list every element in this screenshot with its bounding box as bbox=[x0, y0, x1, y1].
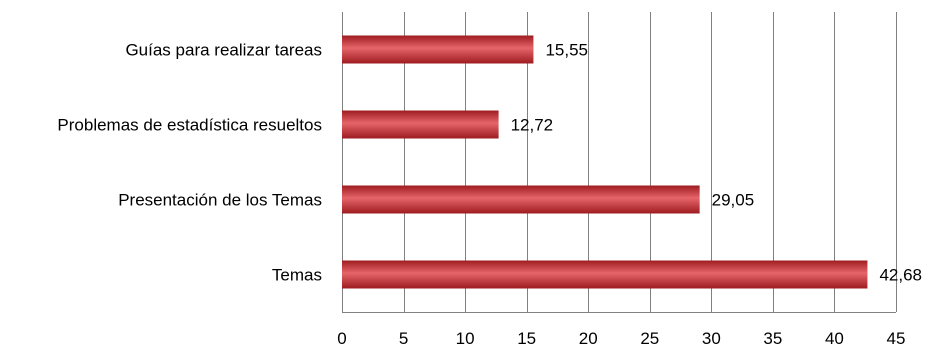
y-category-label: Problemas de estadística resueltos bbox=[57, 116, 322, 135]
data-label: 15,55 bbox=[545, 41, 588, 60]
x-tick-label: 15 bbox=[517, 329, 536, 348]
x-tick-label: 20 bbox=[579, 329, 598, 348]
bar bbox=[342, 185, 700, 214]
y-category-label: Presentación de los Temas bbox=[118, 191, 322, 210]
bar bbox=[342, 35, 534, 64]
data-label: 29,05 bbox=[712, 191, 755, 210]
x-tick-label: 45 bbox=[887, 329, 906, 348]
x-tick-label: 40 bbox=[825, 329, 844, 348]
labels: 0 5 10 15 20 25 30 35 40 45 Guías para realizar ta… bbox=[57, 41, 922, 349]
x-tick-label: 5 bbox=[399, 329, 408, 348]
bar bbox=[342, 260, 868, 289]
data-label: 12,72 bbox=[511, 116, 554, 135]
x-tick-label: 30 bbox=[702, 329, 721, 348]
y-category-label: Temas bbox=[272, 266, 322, 285]
x-tick-label: 25 bbox=[640, 329, 659, 348]
y-category-label: Guías para realizar tareas bbox=[125, 41, 322, 60]
bar bbox=[342, 110, 499, 139]
data-label: 42,68 bbox=[879, 266, 922, 285]
x-tick-label: 35 bbox=[763, 329, 782, 348]
x-tick-label: 0 bbox=[337, 329, 346, 348]
x-tick-label: 10 bbox=[456, 329, 475, 348]
bars bbox=[342, 35, 868, 289]
